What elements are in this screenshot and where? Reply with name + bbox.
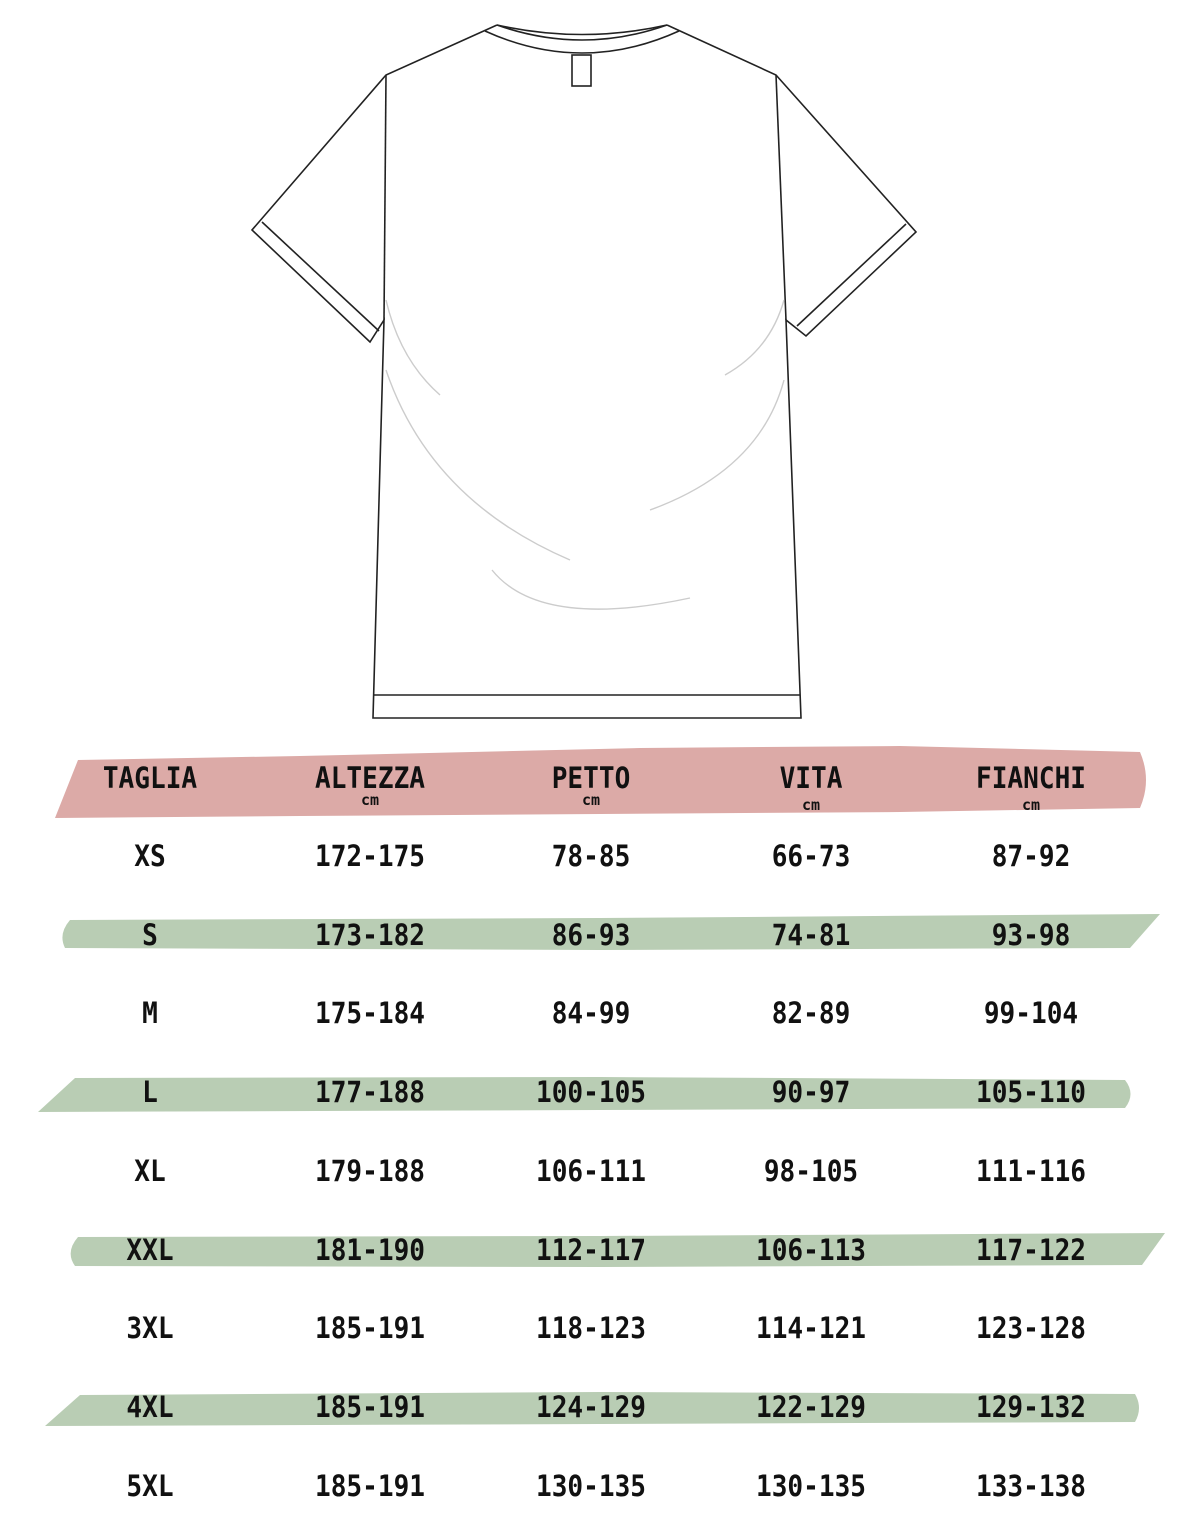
size-value: 124-129	[536, 1389, 646, 1424]
collar-inner-2	[496, 24, 668, 36]
size-value: 185-191	[315, 1311, 425, 1346]
size-value: 122-129	[756, 1389, 866, 1424]
size-value: 123-128	[976, 1311, 1086, 1346]
column-unit: cm	[1021, 796, 1041, 814]
size-label: L	[142, 1075, 158, 1110]
size-label: M	[142, 996, 158, 1031]
right-cuff	[796, 223, 907, 327]
neck-label	[571, 54, 592, 87]
size-label: 3XL	[126, 1311, 174, 1346]
size-value: 84-99	[551, 996, 631, 1031]
size-value: 74-81	[771, 917, 851, 952]
size-value: 129-132	[976, 1389, 1086, 1424]
size-value: 173-182	[315, 917, 425, 952]
size-value: 86-93	[551, 917, 631, 952]
size-value: 90-97	[771, 1075, 851, 1110]
size-value: 185-191	[315, 1389, 425, 1424]
size-value: 105-110	[976, 1075, 1086, 1110]
size-label: XXL	[126, 1232, 174, 1267]
column-header: TAGLIA	[102, 761, 198, 795]
left-cuff	[261, 221, 380, 332]
size-value: 179-188	[315, 1153, 425, 1188]
size-label: XS	[134, 839, 166, 873]
size-value: 111-116	[976, 1153, 1086, 1188]
size-value: 117-122	[976, 1232, 1086, 1267]
column-header: PETTO	[551, 761, 631, 795]
size-value: 100-105	[536, 1075, 646, 1110]
size-value: 185-191	[315, 1468, 425, 1503]
size-value: 177-188	[315, 1075, 425, 1110]
column-unit: cm	[801, 796, 821, 814]
size-value: 78-85	[551, 839, 631, 873]
size-value: 133-138	[976, 1468, 1086, 1503]
size-value: 106-113	[756, 1232, 866, 1267]
shirt-body-outline	[250, 24, 918, 719]
size-value: 181-190	[315, 1232, 425, 1267]
size-value: 93-98	[991, 917, 1071, 952]
size-label: S	[142, 917, 158, 952]
size-value: 118-123	[536, 1311, 646, 1346]
row-brush-stroke	[62, 914, 1161, 950]
size-value: 66-73	[771, 839, 851, 873]
size-value: 112-117	[536, 1232, 646, 1267]
size-value: 130-135	[756, 1468, 866, 1503]
column-unit: cm	[581, 791, 601, 809]
collar-inner	[484, 30, 680, 54]
size-value: 98-105	[763, 1153, 859, 1188]
column-header: FIANCHI	[976, 761, 1086, 795]
size-value: 106-111	[536, 1153, 646, 1188]
left-side-line	[383, 74, 387, 321]
column-unit: cm	[360, 791, 380, 809]
size-value: 99-104	[983, 996, 1079, 1031]
row-brush-stroke	[70, 1233, 1165, 1267]
row-brush-stroke	[38, 1077, 1131, 1112]
size-value: 87-92	[991, 839, 1071, 873]
size-label: 4XL	[126, 1389, 174, 1424]
row-brush-stroke	[45, 1392, 1139, 1426]
column-header: ALTEZZA	[315, 761, 425, 795]
size-value: 175-184	[315, 996, 425, 1031]
t-shirt-illustration	[250, 24, 918, 719]
collar-outer	[496, 24, 668, 41]
size-value: 114-121	[756, 1311, 866, 1346]
size-value: 82-89	[771, 996, 851, 1031]
size-value: 172-175	[315, 839, 425, 873]
column-header: VITA	[779, 761, 843, 795]
size-label: XL	[134, 1153, 166, 1188]
size-label: 5XL	[126, 1468, 174, 1503]
size-value: 130-135	[536, 1468, 646, 1503]
right-side-line	[775, 74, 787, 321]
